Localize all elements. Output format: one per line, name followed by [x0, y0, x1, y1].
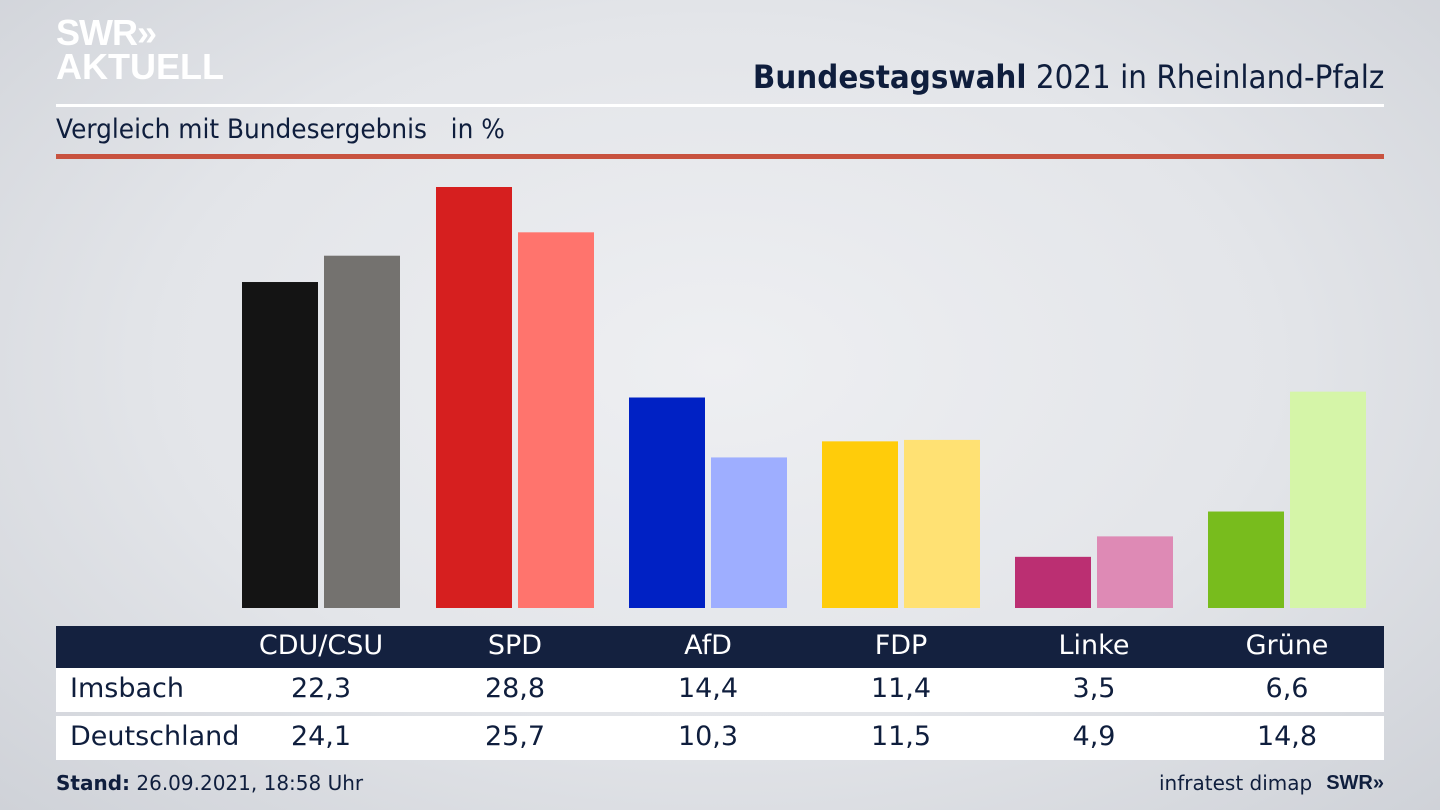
table-cell: 22,3 [290, 673, 352, 704]
bar-fdp-imsbach [822, 441, 898, 608]
bar-afd-deutschland [711, 457, 787, 608]
table-cell: 14,8 [1256, 721, 1318, 752]
page-title: Bundestagswahl 2021 in Rheinland-Pfalz [753, 58, 1384, 96]
header-divider [56, 104, 1384, 107]
table-cell: 6,6 [1265, 673, 1309, 704]
table-cell: 28,8 [484, 673, 546, 704]
table-body: Imsbach 22,3 28,8 14,4 11,4 3,5 6,6 Deutschland… [56, 668, 1384, 760]
title-bold: Bundestagswahl [752, 58, 1027, 96]
table-row: Imsbach 22,3 28,8 14,4 11,4 3,5 6,6 [56, 668, 1384, 712]
column-header: FDP [874, 630, 928, 661]
logo-line-2: AKTUELL [56, 46, 224, 87]
row-label: Imsbach [70, 673, 184, 704]
table-cell: 11,4 [870, 673, 932, 704]
table-cell: 14,4 [677, 673, 739, 704]
table-cell: 24,1 [290, 721, 352, 752]
bar-spd-imsbach [436, 187, 512, 608]
column-header: AfD [684, 630, 732, 661]
bar-linke-deutschland [1097, 536, 1173, 608]
swr-brand-logo: SWR» [1326, 771, 1384, 794]
bar-cducsu-imsbach [242, 282, 318, 608]
table-cell: 4,9 [1072, 721, 1116, 752]
source-name: infratest dimap [1159, 771, 1313, 795]
bar-grne-deutschland [1290, 391, 1366, 608]
subtitle-divider [56, 154, 1384, 159]
title-rest: 2021 in Rheinland-Pfalz [1026, 58, 1384, 96]
chart-subtitle: Vergleich mit Bundesergebnis in % [56, 114, 505, 145]
stand-value: 26.09.2021, 18:58 Uhr [130, 771, 364, 795]
table-cell: 3,5 [1072, 673, 1116, 704]
column-header: SPD [487, 630, 543, 661]
stand-label: Stand: [56, 771, 131, 795]
column-header: Grüne [1245, 630, 1329, 661]
bar-linke-imsbach [1015, 556, 1091, 608]
table-cell: 25,7 [484, 721, 546, 752]
bar-fdp-deutschland [904, 439, 980, 608]
table-header: CDU/CSU SPD AfD FDP Linke Grüne [56, 626, 1384, 668]
bar-grne-imsbach [1208, 511, 1284, 608]
timestamp: Stand: 26.09.2021, 18:58 Uhr [56, 771, 363, 795]
swr-aktuell-logo: SWR» AKTUELL [56, 12, 224, 87]
table-cell: 11,5 [870, 721, 932, 752]
column-header: Linke [1058, 630, 1130, 661]
row-label: Deutschland [70, 721, 240, 752]
table-cell: 10,3 [677, 721, 739, 752]
bar-afd-imsbach [629, 397, 705, 608]
table-row: Deutschland 24,1 25,7 10,3 11,5 4,9 14,8 [56, 716, 1384, 760]
logo-line-1: SWR» [56, 12, 157, 53]
column-header: CDU/CSU [258, 630, 384, 661]
bar-cducsu-deutschland [324, 255, 400, 608]
source-credit: infratest dimap SWR» [1159, 771, 1384, 795]
bar-spd-deutschland [518, 232, 594, 608]
results-table: CDU/CSU SPD AfD FDP Linke Grüne Imsbach 22,3 28… [56, 626, 1384, 760]
